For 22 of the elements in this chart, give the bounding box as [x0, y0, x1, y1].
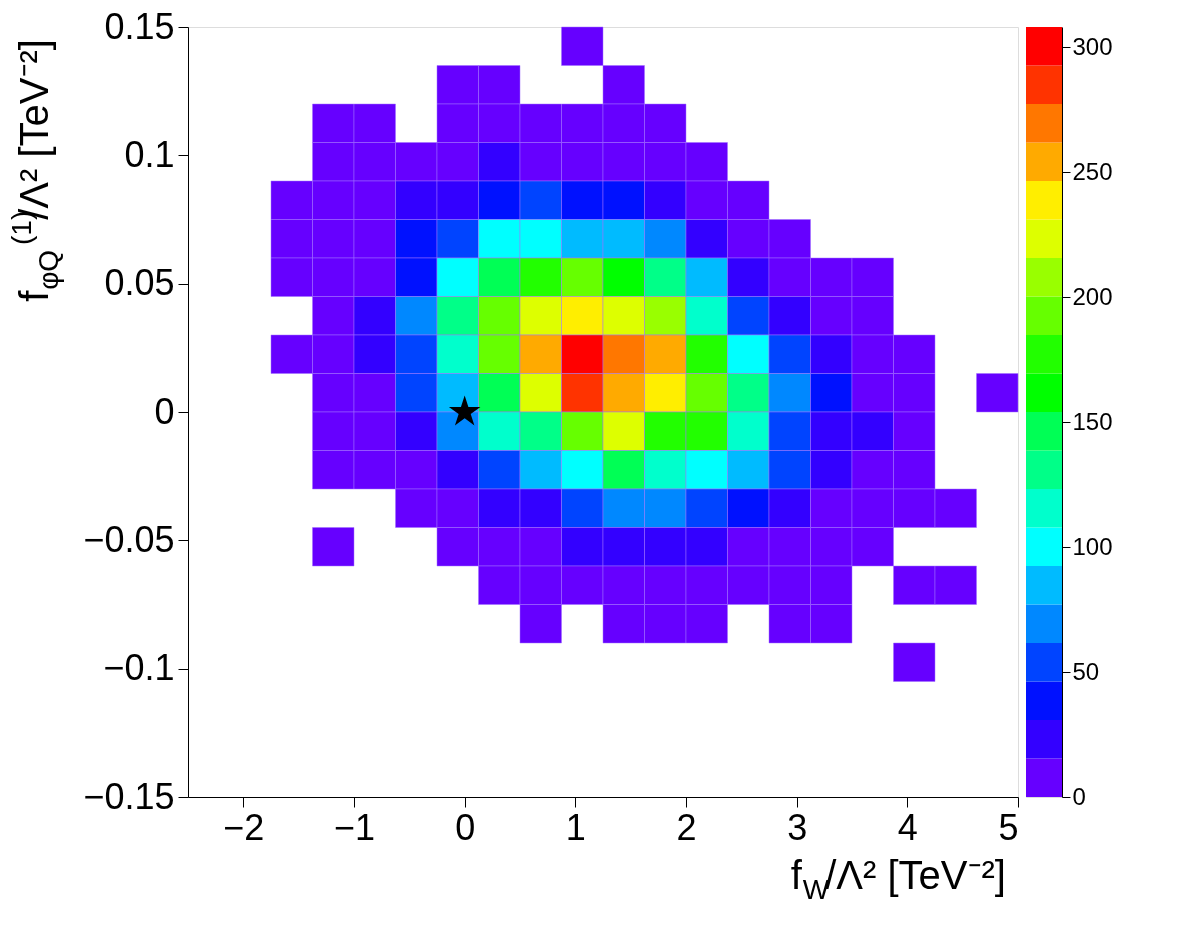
- color-bar-label: 0: [1072, 782, 1086, 810]
- y-tick-label: 0.15: [104, 5, 175, 47]
- x-tick-label: 0: [455, 806, 476, 848]
- y-tick-label: −0.15: [83, 775, 175, 817]
- y-tick-label: 0: [154, 390, 175, 432]
- x-tick-label: 3: [787, 806, 808, 848]
- color-bar-label: 200: [1072, 282, 1113, 310]
- x-tick-label: 2: [676, 806, 697, 848]
- y-tick-label: 0.1: [124, 133, 175, 175]
- x-tick-label: 5: [998, 806, 1019, 848]
- color-bar-label: 100: [1072, 532, 1113, 560]
- x-tick-label: −1: [333, 806, 376, 848]
- color-bar-label: 300: [1072, 32, 1113, 60]
- y-tick-label: −0.05: [83, 518, 175, 560]
- x-tick-label: 1: [565, 806, 586, 848]
- color-bar-label: 150: [1072, 407, 1113, 435]
- y-tick-label: −0.1: [103, 647, 175, 689]
- y-tick-label: 0.05: [104, 262, 175, 304]
- x-tick-label: 4: [897, 806, 918, 848]
- color-bar-label: 250: [1072, 157, 1113, 185]
- x-tick-label: −2: [223, 806, 265, 848]
- color-bar-label: 50: [1072, 657, 1100, 685]
